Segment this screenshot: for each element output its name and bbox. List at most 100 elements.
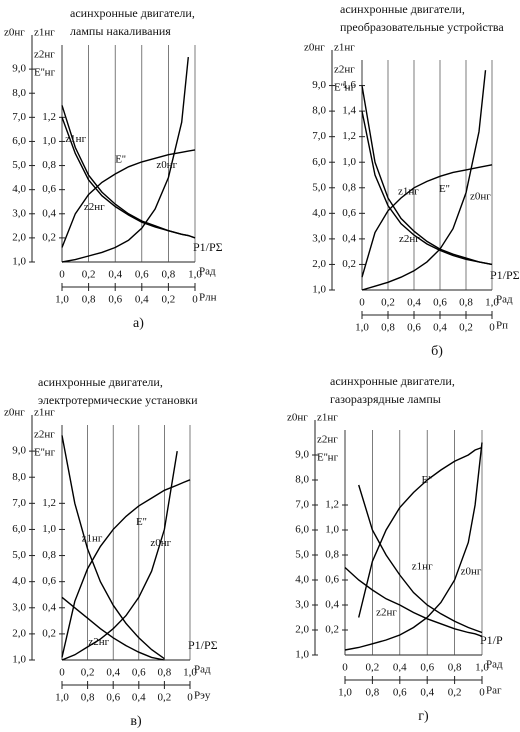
x-tick-label: 0 — [359, 297, 365, 309]
y2-axis-label: z1нг — [334, 42, 355, 54]
y2-tick-label: 1,4 — [342, 105, 356, 117]
x2-axis-label: Pп — [496, 320, 508, 332]
y2-tick-label: 0,6 — [42, 575, 56, 587]
x-axis-label: Pад — [194, 664, 211, 676]
x-tick-label: 1,0 — [188, 269, 202, 281]
y-tick-label: 7,0 — [312, 130, 326, 142]
ratio-label: P1/PΣ — [490, 268, 520, 282]
y-tick-label: 6,0 — [295, 524, 309, 536]
y2-tick-label: 1,2 — [342, 130, 356, 142]
curve-label: z0нг — [150, 537, 171, 549]
y-tick-label: 2,0 — [12, 231, 26, 243]
y-tick-label: 9,0 — [312, 79, 326, 91]
x2-tick-label: 0,8 — [366, 687, 380, 699]
x2-tick-label: 0,6 — [407, 322, 421, 334]
y-tick-label: 9,0 — [295, 449, 309, 461]
y-axis-label: z0нг — [287, 412, 308, 424]
x-tick-label: 0,8 — [162, 269, 176, 281]
x-tick-label: 0 — [59, 667, 65, 679]
y-tick-label: 8,0 — [12, 471, 26, 483]
curve-label: z2нг — [88, 636, 109, 648]
panel-label: г) — [418, 709, 429, 724]
curve-label: E'' — [439, 183, 450, 195]
x-tick-label: 0,6 — [420, 662, 434, 674]
x-tick-label: 0,2 — [81, 667, 95, 679]
y2-tick-label: 0,8 — [325, 549, 339, 561]
curve — [61, 596, 165, 661]
y-axis-label: z0нг — [4, 27, 25, 39]
curve-label: z0нг — [470, 190, 491, 202]
x-tick-label: 0,4 — [407, 297, 421, 309]
x-tick-label: 0,6 — [433, 297, 447, 309]
panel-title: асинхронные двигатели, — [330, 374, 455, 388]
y-tick-label: 2,0 — [295, 624, 309, 636]
x2-tick-label: 0,2 — [162, 294, 176, 306]
y-tick-label: 8,0 — [295, 474, 309, 486]
x2-tick-label: 0,6 — [393, 687, 407, 699]
x-axis-label: Pад — [496, 294, 513, 306]
x2-tick-label: 0 — [479, 687, 485, 699]
y2-tick-label: 1,0 — [42, 135, 56, 147]
y2-axis-label: z1нг — [34, 407, 55, 419]
y2-tick-label: 0,2 — [325, 624, 339, 636]
y2-tick-label: 0,4 — [42, 601, 56, 613]
y2-axis-label: E''нг — [317, 452, 339, 464]
x2-tick-label: 0,4 — [433, 322, 447, 334]
y-tick-label: 7,0 — [12, 111, 26, 123]
x2-tick-label: 0 — [489, 322, 495, 334]
x-tick-label: 0 — [342, 662, 348, 674]
y-tick-label: 3,0 — [312, 232, 326, 244]
x2-tick-label: 1,0 — [55, 692, 69, 704]
y2-tick-label: 1,2 — [42, 111, 56, 123]
y-tick-label: 2,0 — [12, 627, 26, 639]
curve — [61, 479, 191, 658]
curve — [61, 149, 196, 248]
x2-axis-label: Pэу — [194, 690, 211, 702]
x2-tick-label: 0,4 — [420, 687, 434, 699]
y-tick-label: 5,0 — [12, 549, 26, 561]
y2-tick-label: 0,4 — [42, 207, 56, 219]
x-tick-label: 0,8 — [158, 667, 172, 679]
y-tick-label: 1,0 — [12, 654, 26, 666]
x2-tick-label: 0,4 — [135, 294, 149, 306]
y2-axis-label: z2нг — [34, 49, 55, 61]
panel-title: лампы накаливания — [70, 24, 171, 38]
y-tick-label: 4,0 — [12, 183, 26, 195]
x-axis-label: Pад — [199, 266, 216, 278]
panel-label: б) — [431, 344, 443, 359]
y2-tick-label: 1,6 — [342, 79, 356, 91]
x-tick-label: 0,4 — [393, 662, 407, 674]
y-tick-label: 9,0 — [12, 445, 26, 457]
x-tick-label: 0,8 — [448, 662, 462, 674]
x-tick-label: 1,0 — [183, 667, 197, 679]
y-tick-label: 3,0 — [12, 207, 26, 219]
curve-label: E'' — [422, 474, 433, 486]
y2-tick-label: 1,2 — [325, 499, 339, 511]
ratio-label: P1/PΣ — [193, 240, 223, 254]
panel-title: электротермические установки — [38, 393, 198, 407]
ratio-label: P1/P — [480, 633, 503, 647]
x-tick-label: 0,2 — [82, 269, 96, 281]
y-tick-label: 6,0 — [312, 156, 326, 168]
y2-axis-label: z2нг — [34, 429, 55, 441]
y2-axis-label: E''нг — [34, 67, 56, 79]
curve-label: z1нг — [412, 561, 433, 573]
panel-title: асинхронные двигатели, — [340, 2, 465, 16]
y-tick-label: 1,0 — [312, 284, 326, 296]
y2-axis-label: E''нг — [334, 82, 356, 94]
curve-label: z0нг — [156, 159, 177, 171]
y-tick-label: 6,0 — [12, 135, 26, 147]
x2-tick-label: 0,6 — [106, 692, 120, 704]
curve — [61, 117, 196, 239]
y2-tick-label: 0,6 — [42, 183, 56, 195]
x-tick-label: 0,6 — [135, 269, 149, 281]
curve — [358, 484, 483, 634]
y-tick-label: 4,0 — [12, 575, 26, 587]
curve — [361, 110, 493, 266]
y-tick-label: 7,0 — [295, 499, 309, 511]
x2-tick-label: 1,0 — [355, 322, 369, 334]
x-axis-label: Pад — [486, 659, 503, 671]
panel-title: асинхронные двигатели, — [38, 375, 163, 389]
curve — [61, 57, 189, 263]
y2-tick-label: 0,2 — [42, 231, 56, 243]
